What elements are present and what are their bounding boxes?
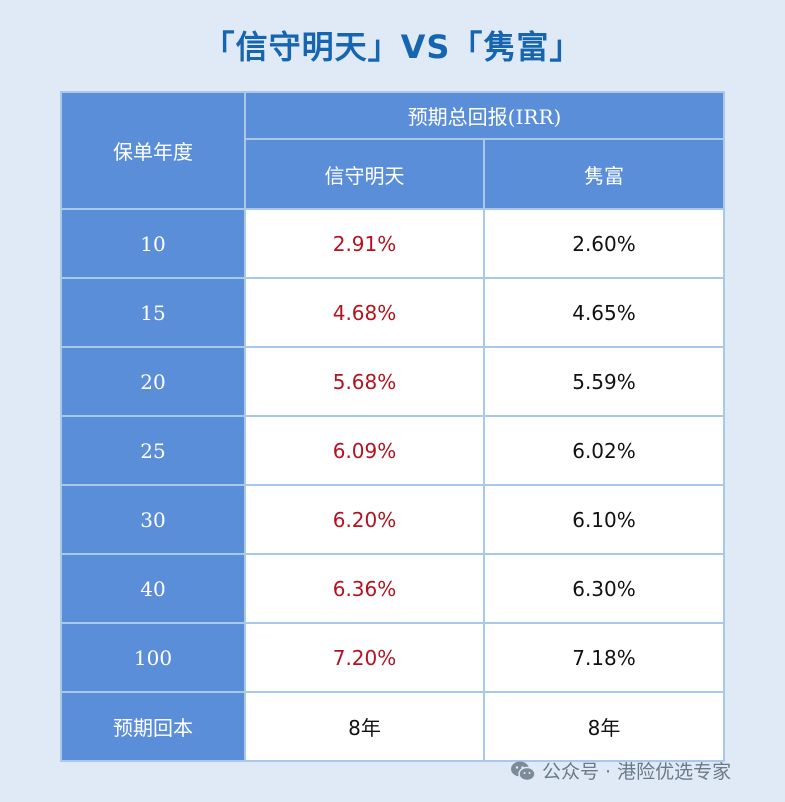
product-b-irr-cell: 6.02%: [483, 415, 725, 486]
irr-comparison-table: 保单年度 预期总回报(IRR) 信守明天 隽富 10 2.91% 2.60% 1…: [60, 91, 725, 762]
product-a-irr-cell: 2.91%: [244, 208, 485, 279]
product-b-irr-cell: 6.30%: [483, 553, 725, 624]
wechat-icon: [510, 760, 536, 782]
product-b-irr-cell: 7.18%: [483, 622, 725, 693]
watermark-text: 公众号 · 港险优选专家: [542, 761, 732, 783]
product-b-header: 隽富: [483, 138, 725, 210]
product-a-irr-cell: 5.68%: [244, 346, 485, 417]
table-row: 20 5.68% 5.59%: [60, 346, 725, 417]
table-row: 15 4.68% 4.65%: [60, 277, 725, 348]
table-row: 25 6.09% 6.02%: [60, 415, 725, 486]
product-a-payback-cell: 8年: [244, 691, 485, 762]
product-b-irr-cell: 4.65%: [483, 277, 725, 348]
payback-row: 预期回本 8年 8年: [60, 691, 725, 762]
product-a-irr-cell: 6.20%: [244, 484, 485, 555]
product-a-irr-cell: 6.09%: [244, 415, 485, 486]
policy-year-cell: 25: [60, 415, 246, 486]
policy-year-cell: 15: [60, 277, 246, 348]
policy-year-cell: 10: [60, 208, 246, 279]
product-a-header: 信守明天: [244, 138, 485, 210]
table-row: 10 2.91% 2.60%: [60, 208, 725, 279]
policy-year-header: 保单年度: [60, 91, 246, 210]
product-a-irr-cell: 4.68%: [244, 277, 485, 348]
page-title: 「信守明天」VS「隽富」: [202, 28, 583, 66]
product-b-irr-cell: 6.10%: [483, 484, 725, 555]
policy-year-cell: 40: [60, 553, 246, 624]
product-b-irr-cell: 2.60%: [483, 208, 725, 279]
watermark: 公众号 · 港险优选专家: [510, 757, 731, 784]
product-b-payback-cell: 8年: [483, 691, 725, 762]
product-a-irr-cell: 7.20%: [244, 622, 485, 693]
policy-year-cell: 20: [60, 346, 246, 417]
payback-label-cell: 预期回本: [60, 691, 246, 762]
product-a-irr-cell: 6.36%: [244, 553, 485, 624]
table-row: 100 7.20% 7.18%: [60, 622, 725, 693]
irr-group-header: 预期总回报(IRR): [244, 91, 725, 140]
table-row: 40 6.36% 6.30%: [60, 553, 725, 624]
table-row: 30 6.20% 6.10%: [60, 484, 725, 555]
product-b-irr-cell: 5.59%: [483, 346, 725, 417]
policy-year-cell: 100: [60, 622, 246, 693]
policy-year-cell: 30: [60, 484, 246, 555]
